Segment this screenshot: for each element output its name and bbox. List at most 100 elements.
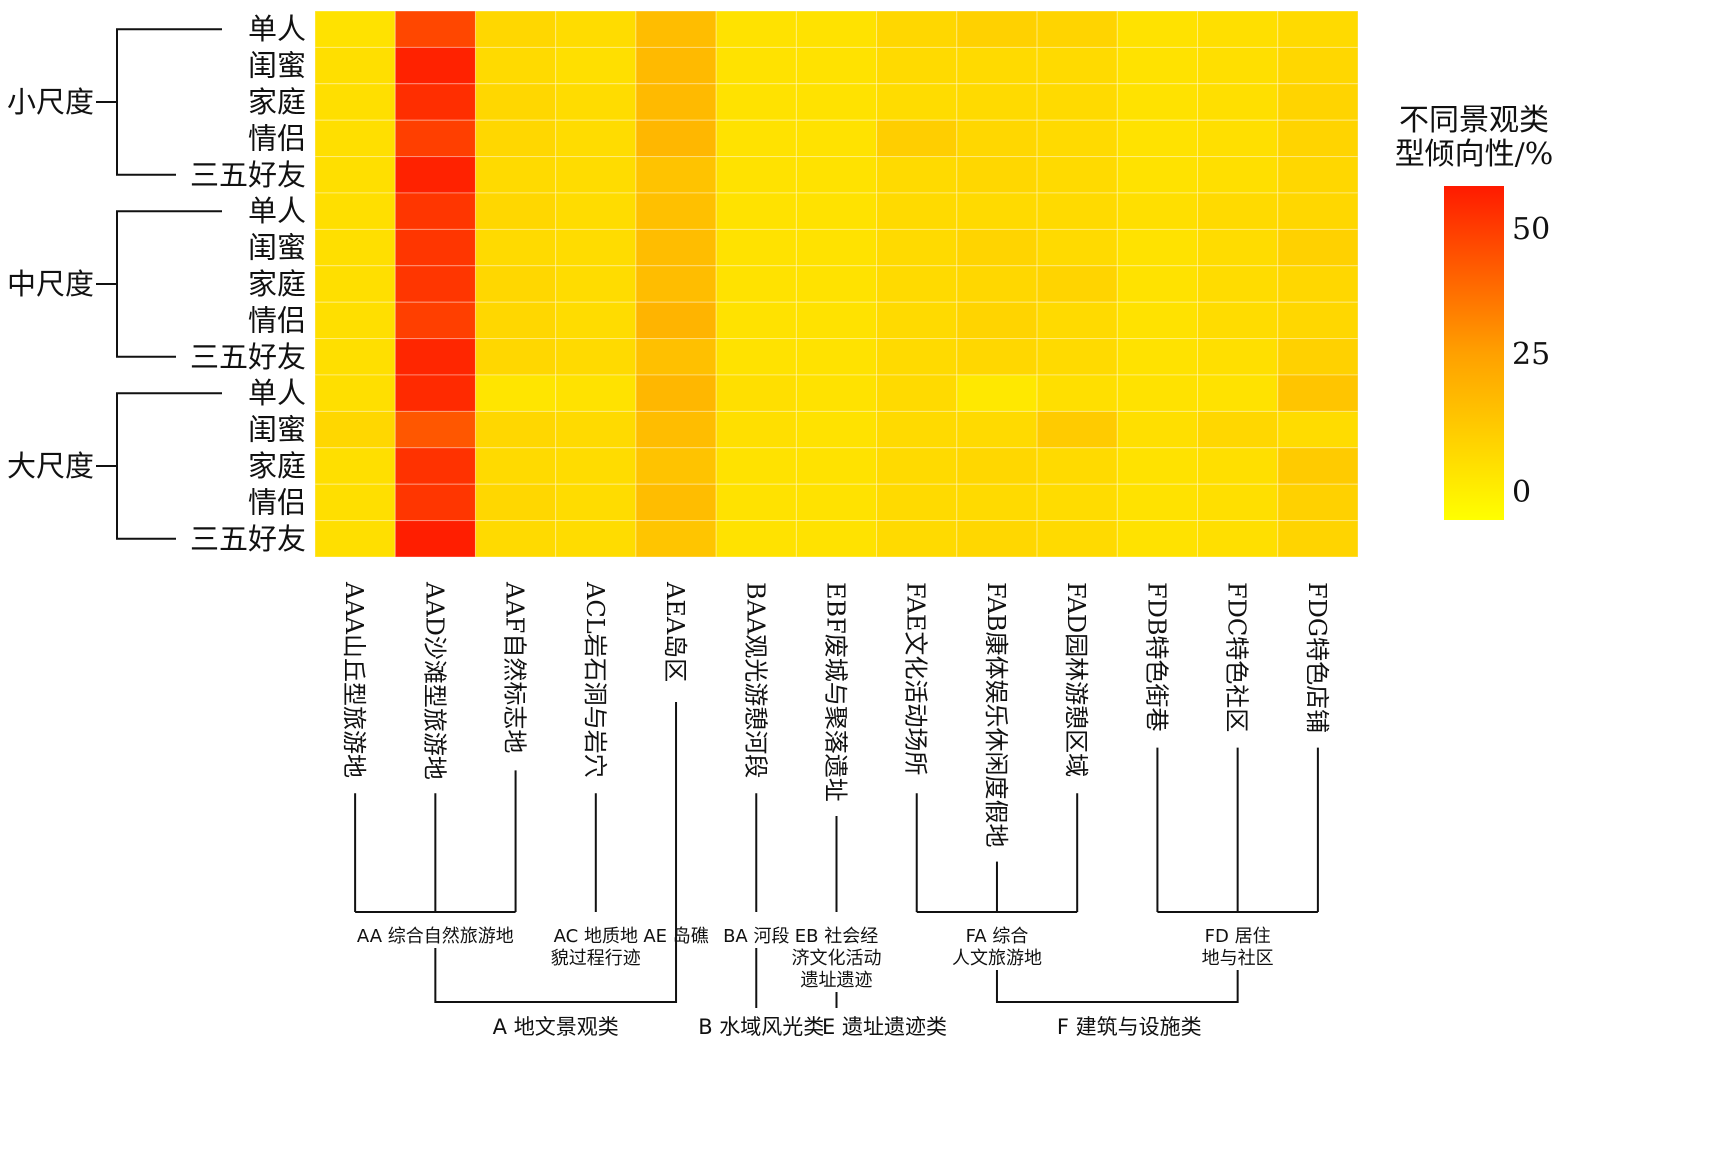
heatmap-cell-r10-c5 [715, 374, 797, 412]
heatmap-cell-r5-c9 [1036, 192, 1118, 230]
row-label: 单人 [248, 12, 306, 46]
heatmap-cell-r4-c6 [795, 156, 878, 194]
heatmap-cell-r0-c5 [715, 10, 797, 48]
category-l1-label: 貌过程行迹 [551, 948, 641, 969]
heatmap-cell-r14-c3 [555, 520, 637, 558]
heatmap-cell-r1-c4 [635, 46, 717, 85]
heatmap-cell-r4-c12 [1277, 156, 1359, 194]
heatmap-cell-r13-c10 [1116, 483, 1199, 522]
heatmap-cell-r8-c6 [795, 301, 878, 340]
heatmap-cell-r9-c7 [876, 338, 958, 376]
heatmap-cell-r10-c11 [1197, 374, 1279, 412]
heatmap-cell-r1-c2 [474, 46, 557, 85]
heatmap-cell-r5-c7 [876, 192, 958, 230]
heatmap-cell-r13-c4 [635, 483, 717, 522]
heatmap-cell-r7-c2 [474, 265, 557, 303]
heatmap-cell-r11-c2 [474, 410, 557, 449]
heatmap-cell-r0-c0 [314, 10, 396, 48]
heatmap-cell-r13-c3 [555, 483, 637, 522]
heatmap-cell-r6-c10 [1116, 228, 1199, 267]
heatmap-cell-r2-c6 [795, 83, 878, 121]
heatmap-cell-r1-c12 [1277, 46, 1359, 85]
heatmap-cell-r1-c5 [715, 46, 797, 85]
heatmap-cell-r3-c7 [876, 119, 958, 158]
heatmap-cell-r11-c12 [1277, 410, 1359, 449]
heatmap-cell-r1-c9 [1036, 46, 1118, 85]
row-label: 情侣 [248, 485, 306, 519]
row-label: 三五好友 [190, 158, 306, 192]
heatmap-cell-r11-c0 [314, 410, 396, 449]
heatmap-cell-r2-c3 [555, 83, 637, 121]
heatmap-cell-r11-c7 [876, 410, 958, 449]
category-l1-label: 济文化活动 [792, 948, 882, 969]
heatmap-cell-r12-c3 [555, 447, 637, 485]
heatmap-cell-r4-c8 [956, 156, 1038, 194]
heatmap-cell-r11-c10 [1116, 410, 1199, 449]
legend-title-line1: 不同景观类 [1399, 103, 1549, 138]
heatmap-cell-r11-c8 [956, 410, 1038, 449]
heatmap-cell-r12-c0 [314, 447, 396, 485]
heatmap-cell-r8-c10 [1116, 301, 1199, 340]
heatmap-cell-r1-c1 [394, 46, 476, 85]
heatmap-cell-r6-c3 [555, 228, 637, 267]
category-l1-label: 人文旅游地 [952, 948, 1042, 969]
column-label: FAB康体娱乐休闲度假地 [982, 582, 1010, 848]
heatmap-cell-r10-c10 [1116, 374, 1199, 412]
heatmap-cell-r10-c6 [795, 374, 878, 412]
heatmap-cell-r0-c3 [555, 10, 637, 48]
heatmap-cell-r4-c1 [394, 156, 476, 194]
heatmap-cell-r7-c8 [956, 265, 1038, 303]
heatmap-cell-r12-c4 [635, 447, 717, 485]
heatmap-cell-r7-c12 [1277, 265, 1359, 303]
heatmap-cell-r1-c7 [876, 46, 958, 85]
heatmap-cell-r12-c8 [956, 447, 1038, 485]
heatmap-cell-r6-c1 [394, 228, 476, 267]
heatmap-cell-r4-c9 [1036, 156, 1118, 194]
heatmap-cell-r8-c2 [474, 301, 557, 340]
heatmap-cell-r5-c11 [1197, 192, 1279, 230]
row-label: 家庭 [248, 449, 306, 483]
row-group-bracket [116, 28, 222, 176]
heatmap-cell-r12-c10 [1116, 447, 1199, 485]
heatmap-cell-r4-c0 [314, 156, 396, 194]
heatmap-cell-r3-c10 [1116, 119, 1199, 158]
heatmap-cell-r9-c0 [314, 338, 396, 376]
heatmap-cell-r2-c9 [1036, 83, 1118, 121]
heatmap-cell-r0-c8 [956, 10, 1038, 48]
heatmap-cell-r13-c11 [1197, 483, 1279, 522]
heatmap-cell-r14-c0 [314, 520, 396, 558]
heatmap-cell-r6-c2 [474, 228, 557, 267]
column-label: EBF废城与聚落遗址 [822, 582, 850, 802]
column-label: AAF自然标志地 [501, 581, 529, 753]
heatmap-cell-r3-c12 [1277, 119, 1359, 158]
heatmap-cell-r5-c8 [956, 192, 1038, 230]
heatmap-cell-r2-c5 [715, 83, 797, 121]
category-l1-label: EB 社会经 [795, 926, 878, 947]
heatmap-cell-r6-c6 [795, 228, 878, 267]
heatmap-cell-r7-c6 [795, 265, 878, 303]
heatmap-cell-r14-c4 [635, 520, 717, 558]
heatmap-cell-r13-c7 [876, 483, 958, 522]
heatmap-cell-r11-c3 [555, 410, 637, 449]
legend-tick-0: 0 [1512, 475, 1531, 510]
heatmap-cell-r4-c5 [715, 156, 797, 194]
heatmap-cell-r10-c3 [555, 374, 637, 412]
heatmap-cell-r8-c3 [555, 301, 637, 340]
row-label: 三五好友 [190, 340, 306, 374]
heatmap-cell-r14-c7 [876, 520, 958, 558]
heatmap-cell-r8-c8 [956, 301, 1038, 340]
heatmap-cell-r4-c2 [474, 156, 557, 194]
heatmap-cell-r0-c1 [394, 10, 476, 48]
column-label: BAA观光游憩河段 [741, 582, 769, 778]
category-l2-label: B 水域风光类 [698, 1015, 824, 1039]
legend-tick-25: 25 [1512, 337, 1550, 372]
heatmap-cell-r0-c7 [876, 10, 958, 48]
category-l2-branch [995, 970, 1239, 1003]
heatmap-cell-r4-c7 [876, 156, 958, 194]
heatmap-cell-r6-c9 [1036, 228, 1118, 267]
heatmap-cell-r8-c1 [394, 301, 476, 340]
heatmap-cell-r8-c4 [635, 301, 717, 340]
legend-tick-50: 50 [1512, 212, 1550, 247]
